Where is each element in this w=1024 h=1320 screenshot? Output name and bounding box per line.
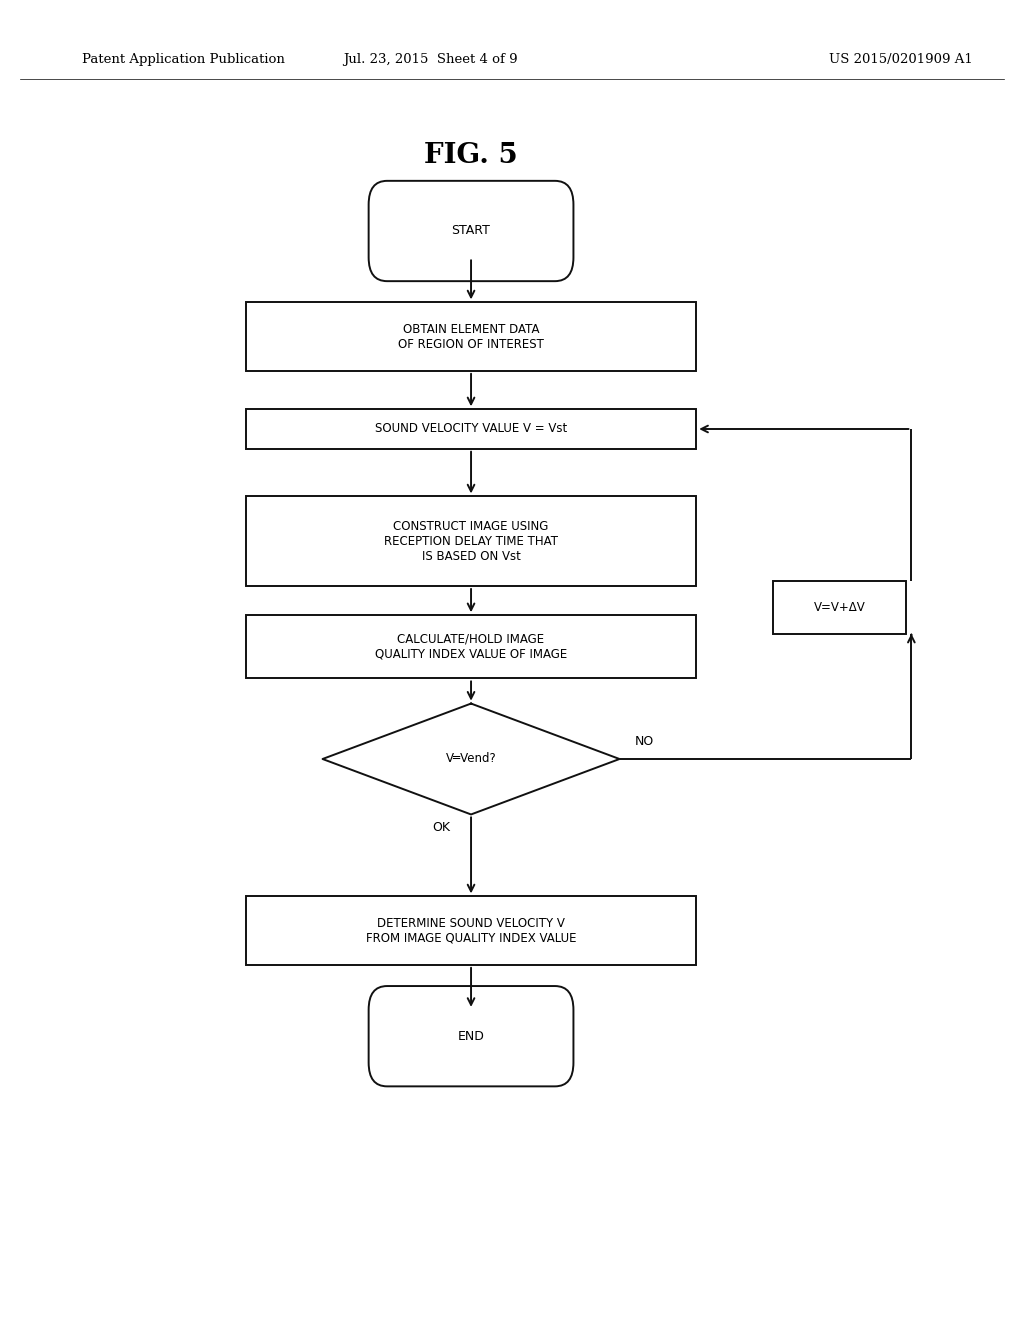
Text: CONSTRUCT IMAGE USING
RECEPTION DELAY TIME THAT
IS BASED ON Vst: CONSTRUCT IMAGE USING RECEPTION DELAY TI… [384,520,558,562]
Text: FIG. 5: FIG. 5 [424,143,518,169]
Text: Patent Application Publication: Patent Application Publication [82,53,285,66]
FancyBboxPatch shape [369,986,573,1086]
Text: V═Vend?: V═Vend? [445,752,497,766]
FancyBboxPatch shape [369,181,573,281]
Text: END: END [458,1030,484,1043]
Text: Jul. 23, 2015  Sheet 4 of 9: Jul. 23, 2015 Sheet 4 of 9 [343,53,517,66]
Bar [246,896,696,965]
Text: OK: OK [432,821,451,834]
Text: START: START [452,224,490,238]
Text: DETERMINE SOUND VELOCITY V
FROM IMAGE QUALITY INDEX VALUE: DETERMINE SOUND VELOCITY V FROM IMAGE QU… [366,916,577,945]
Bar [246,496,696,586]
Text: US 2015/0201909 A1: US 2015/0201909 A1 [829,53,973,66]
Text: CALCULATE/HOLD IMAGE
QUALITY INDEX VALUE OF IMAGE: CALCULATE/HOLD IMAGE QUALITY INDEX VALUE… [375,632,567,661]
Text: V=V+ΔV: V=V+ΔV [814,601,865,614]
Text: OBTAIN ELEMENT DATA
OF REGION OF INTEREST: OBTAIN ELEMENT DATA OF REGION OF INTERES… [398,322,544,351]
Bar [246,409,696,449]
Bar [773,581,906,634]
Text: SOUND VELOCITY VALUE V = Vst: SOUND VELOCITY VALUE V = Vst [375,422,567,436]
Text: NO: NO [635,735,654,748]
Bar [246,615,696,678]
Bar [246,302,696,371]
Polygon shape [323,704,620,814]
